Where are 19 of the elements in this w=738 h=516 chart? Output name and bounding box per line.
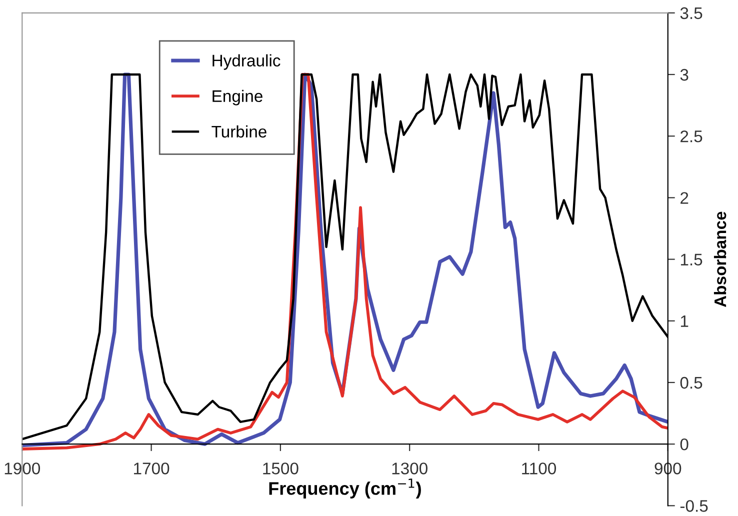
y-tick-label: 0 [680,438,688,450]
legend-label: Engine [212,90,262,106]
x-tick-label: 1900 [4,462,40,474]
y-tick-label: 0.5 [680,376,702,389]
y-tick-label: 1 [680,315,688,327]
y-tick-label: 1.5 [680,254,702,266]
y-tick-label: -0.5 [680,500,708,512]
y-axis-title: Absorbance [714,212,726,308]
y-tick-label: 3 [680,68,688,81]
x-tick-label: 1700 [134,462,170,474]
y-tick-label: 2 [680,192,688,204]
y-tick-label: 2.5 [680,130,702,142]
x-tick-label: 1100 [522,462,556,474]
y-tick-label: 3.5 [680,7,702,20]
x-tick-label: 1300 [392,462,428,474]
legend-label: Turbine [212,125,266,138]
x-tick-label: 1500 [263,462,298,474]
x-axis-title: Frequency (cm$^{−1}$) [269,478,421,498]
legend-label: Hydraulic [212,54,280,70]
